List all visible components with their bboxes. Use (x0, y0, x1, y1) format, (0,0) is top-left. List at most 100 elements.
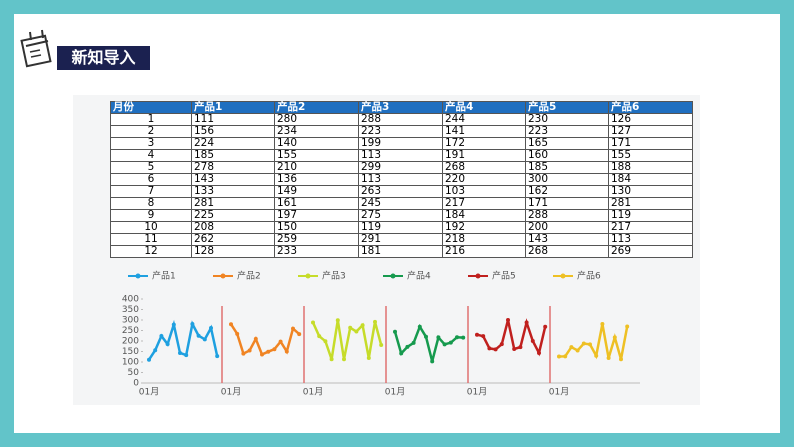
row: 12 128 233 181 216 268 269 (110, 245, 693, 258)
x-tick-label: 01月 (549, 387, 569, 398)
data-point (600, 321, 605, 326)
legend-label: 产品5 (492, 270, 516, 282)
x-tick-label: 01月 (303, 387, 323, 398)
data-point (373, 319, 377, 324)
x-tick-label: 01月 (139, 387, 159, 398)
data-point (455, 335, 459, 340)
y-tick-label: 50 (128, 368, 140, 378)
data-point (153, 348, 158, 353)
data-point (215, 354, 220, 359)
data-point (284, 349, 289, 354)
data-point (442, 342, 447, 347)
section-title: 新知导入 (57, 46, 150, 70)
data-point (581, 341, 586, 346)
data-point (399, 351, 404, 356)
data-point (417, 324, 422, 329)
data-point (366, 356, 371, 361)
data-point (266, 349, 271, 354)
row: 11 262 259 291 218 143 113 (110, 233, 693, 246)
data-point (493, 347, 498, 352)
data-point (436, 335, 441, 340)
data-point (235, 331, 240, 336)
y-tick-label: 250 (122, 326, 139, 336)
data-point (430, 359, 435, 364)
legend-label: 产品2 (237, 270, 261, 282)
column-header: 产品6 (608, 101, 693, 114)
row: 3 224 140 199 172 165 171 (110, 137, 693, 150)
data-point (229, 322, 233, 327)
data-point (342, 357, 346, 362)
y-tick-label: 100 (122, 358, 139, 368)
legend-marker (475, 273, 481, 279)
data-point (202, 337, 207, 342)
x-tick-label: 01月 (467, 387, 487, 398)
x-tick-label: 01月 (385, 387, 405, 398)
row: 1 111 280 288 244 230 126 (110, 113, 693, 126)
data-point (291, 326, 295, 331)
data-point (569, 345, 574, 350)
column-header: 月份 (110, 101, 192, 114)
data-point (171, 322, 176, 327)
data-point (209, 325, 213, 330)
y-tick-label: 200 (122, 337, 139, 347)
legend-marker (305, 273, 311, 279)
data-point (448, 340, 453, 345)
data-point (317, 334, 322, 339)
icon (20, 29, 52, 68)
data-point (588, 342, 592, 347)
row: 9 225 197 275 184 288 119 (110, 209, 693, 222)
cell: 269 (608, 245, 693, 258)
x-tick-label: 01月 (221, 387, 241, 398)
data-point (524, 320, 529, 325)
cell: 181 (358, 245, 443, 258)
data-point (518, 345, 523, 350)
y-tick-label: 400 (122, 295, 139, 305)
data-point (557, 354, 561, 359)
data-point (297, 332, 302, 337)
data-point (424, 334, 428, 339)
series-line (558, 323, 629, 360)
data-point (379, 342, 384, 347)
data-point (348, 325, 353, 330)
data-point (196, 333, 201, 338)
data-point (506, 318, 510, 322)
data-point (530, 339, 535, 343)
series-line (147, 319, 219, 361)
data-point (159, 333, 164, 338)
data-point (543, 324, 548, 329)
legend-marker (560, 273, 566, 279)
legend-marker (390, 273, 396, 279)
series-line (311, 320, 383, 360)
column-header: 产品4 (442, 101, 526, 114)
series-line (393, 323, 464, 362)
data-point (165, 342, 170, 347)
data-point (260, 352, 264, 357)
data-point (253, 336, 258, 341)
cell: 155 (608, 149, 693, 162)
legend-label: 产品4 (407, 270, 431, 282)
column-header: 产品5 (525, 101, 609, 114)
data-point (411, 340, 416, 345)
legend-label: 产品1 (152, 270, 176, 282)
data-point (329, 357, 334, 362)
data-point (563, 354, 568, 359)
data-point (335, 318, 340, 323)
y-tick-label: 350 (122, 305, 139, 315)
data-point (405, 344, 410, 349)
series-line (476, 318, 547, 357)
data-point (461, 335, 466, 340)
data-point (311, 320, 315, 325)
data-point (360, 323, 365, 328)
data-point (487, 346, 492, 351)
legend-label: 产品3 (322, 270, 346, 282)
data-point (393, 329, 397, 334)
legend-marker (220, 273, 226, 279)
data-point (247, 348, 252, 353)
header-row: 月份 产品1 产品2 产品3 产品4 产品5 产品6 (110, 101, 693, 114)
column-header: 产品2 (274, 101, 359, 114)
data-point (323, 339, 328, 344)
legend-marker (135, 273, 141, 279)
